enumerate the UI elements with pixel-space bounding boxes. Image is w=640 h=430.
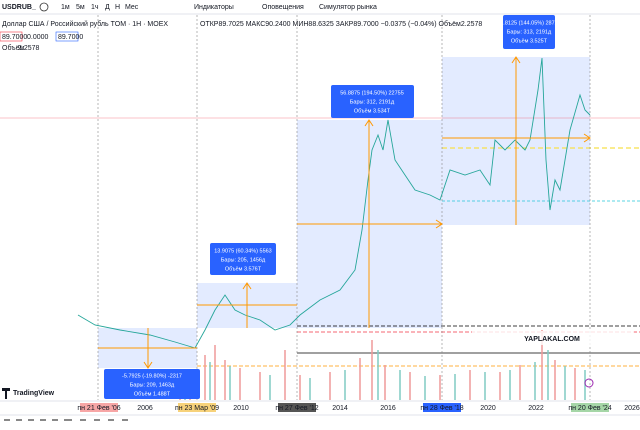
measure-change: 13.9075 (60.34%) 5563 [214,248,272,254]
x-tick-label: 2020 [480,405,496,412]
interval[interactable]: Мес [125,4,139,11]
price-box[interactable] [55,31,79,42]
event-icon[interactable] [584,378,594,388]
measure-bars: Бары: 209, 1463д [130,382,175,388]
price-box-text: 89.7000 [2,34,27,41]
price-box-text: 89.7000 [58,34,83,41]
price-box[interactable] [0,31,23,42]
measure-change: -5.7925 (-19.80%) -2317 [122,373,182,379]
arrows [98,56,591,369]
measure-labels: -5.7925 (-19.80%) -2317 Бары: 209, 1463д… [104,15,561,399]
price-box-text: 0.0000 [27,34,49,41]
interval[interactable]: Д [105,4,110,11]
watermark-bg [472,331,634,345]
measure-label [331,85,414,118]
measure-volume: Объём 1.488T [134,391,171,397]
arrow [197,282,297,328]
arrow [297,119,443,328]
ohlc: ОТКР89.7025 МАКС90.2400 МИН88.6325 ЗАКР8… [200,20,482,28]
interval[interactable]: 1ч [91,4,99,11]
date-badge [571,403,609,412]
measure-bars: Бары: 312, 2191д [350,99,395,105]
x-tick-label: 2026 [624,405,640,412]
measure-change: 56.8875 (194.50%) 22755 [340,90,404,96]
interval[interactable]: 5м [76,4,85,11]
date-badge [178,403,216,412]
date-badge-text: пн 28 Фев '18 [420,405,463,412]
measure-bars: Бары: 205, 1456д [221,257,266,263]
measure-bars: Бары: 313, 2191д [507,29,552,35]
toolbar [0,0,640,14]
date-badge [80,403,118,412]
replay-button[interactable]: Симулятор рынка [319,4,377,11]
symbol[interactable]: USDRUB_ [2,4,36,11]
date-badge-text: пн 23 Мар '09 [175,405,219,412]
date-badge [423,403,461,412]
volume-label: Объём [2,44,24,52]
x-tick-label: 2016 [380,405,396,412]
measure-label [210,243,276,275]
indicators-button[interactable]: Индикаторы [194,4,234,11]
x-tick-label: 2022 [528,405,544,412]
x-tick-label: 2006 [137,405,153,412]
price-line [77,57,591,349]
logo-icon [2,388,10,399]
date-badge-text: пн 27 Фев '12 [275,405,318,412]
measure-label [104,369,200,399]
alerts-button[interactable]: Оповещения [262,4,304,11]
measure-change: 71.8125 (144.05%) 28725 [497,20,561,26]
date-badge-text: пн 21 Фев '06 [77,405,120,412]
interval[interactable]: 1м [61,4,70,11]
date-badge [278,403,316,412]
volume-value: 2.2578 [18,45,40,52]
measure-label [503,15,555,49]
watermark: YAPLAKAL.COM [524,336,580,343]
measure-volume: Объём 3.525T [511,38,548,44]
add-symbol[interactable] [39,2,49,12]
arrow [442,56,591,225]
arrow [98,328,197,369]
chart-title: Доллар США / Российский рубль TOM · 1Н ·… [2,20,168,28]
date-badge-text: пн 20 Фев '24 [568,405,611,412]
x-axis: 2006 2010 2014 2016 2020 2022 2026 [137,405,640,412]
x-tick-label: 2010 [233,405,249,412]
x-tick-label: 2014 [332,405,348,412]
interval[interactable]: Н [115,4,120,11]
measure-volume: Объём 3.576T [225,266,262,272]
x-highlights: пн 21 Фев '06 пн 23 Мар '09 пн 27 Фев '1… [77,403,612,412]
measure-volume: Объём 3.534T [354,108,391,114]
logo: TradingView [13,390,55,397]
